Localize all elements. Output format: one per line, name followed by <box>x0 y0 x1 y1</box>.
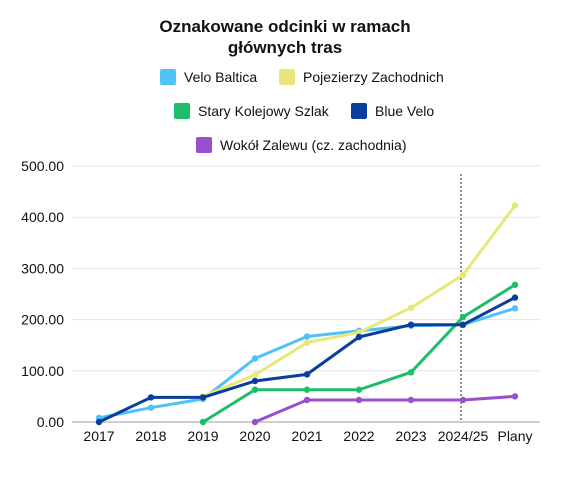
data-point <box>303 333 311 340</box>
series-line <box>201 203 517 398</box>
legend-label: Stary Kolejowy Szlak <box>198 103 330 119</box>
x-tick-label: 2024/25 <box>438 428 489 444</box>
y-axis: 0.00 100.00 200.00 300.00 400.00 500.00 <box>21 158 64 430</box>
data-point <box>459 271 467 279</box>
legend-item-velo-baltica: Velo Baltica <box>160 69 257 85</box>
data-point <box>511 294 519 301</box>
data-point <box>407 304 415 312</box>
data-point <box>511 305 519 312</box>
legend: Velo Baltica Pojezierzy Zachodnich Stary… <box>160 69 444 153</box>
series-blue-velo <box>95 294 519 426</box>
y-tick-label: 300.00 <box>21 260 64 276</box>
x-tick-label: Plany <box>497 428 532 444</box>
x-tick-label: 2023 <box>395 428 426 444</box>
chart-title-line-1: Oznakowane odcinki w ramach <box>159 17 410 36</box>
series-stary-kolejowy-szlak <box>199 281 519 426</box>
y-tick-label: 400.00 <box>21 209 64 225</box>
legend-item-blue-velo: Blue Velo <box>351 103 434 119</box>
data-point <box>511 393 519 400</box>
series-velo-baltica <box>95 305 519 422</box>
data-point <box>303 386 311 393</box>
legend-swatch <box>174 103 190 119</box>
data-point <box>147 394 155 401</box>
legend-swatch <box>279 69 295 85</box>
data-point <box>303 371 311 378</box>
series-line <box>253 394 517 424</box>
data-point <box>251 371 259 379</box>
x-tick-label: 2020 <box>239 428 270 444</box>
data-point <box>511 202 519 209</box>
data-point <box>303 339 311 346</box>
x-axis: 2017 2018 2019 2020 2021 2022 2023 2024/25 Plany <box>83 428 532 444</box>
legend-swatch <box>160 69 176 85</box>
data-point <box>407 321 415 328</box>
legend-label: Pojezierzy Zachodnich <box>303 69 444 85</box>
legend-item-wokol-zalewu: Wokół Zalewu (cz. zachodnia) <box>196 137 406 153</box>
series-woko-zalewu-cz-zachodnia <box>251 393 519 426</box>
data-point <box>95 418 103 426</box>
gridlines <box>72 165 540 423</box>
data-point <box>251 386 259 393</box>
data-point <box>459 321 467 328</box>
data-point <box>199 394 207 401</box>
x-tick-label: 2019 <box>187 428 218 444</box>
data-point <box>303 396 311 404</box>
data-point <box>355 329 363 336</box>
series-pojezierzy-zachodnich <box>199 202 519 400</box>
legend-swatch <box>351 103 367 119</box>
legend-swatch <box>196 137 212 153</box>
data-point <box>511 281 519 288</box>
data-point <box>407 369 415 376</box>
x-tick-label: 2022 <box>343 428 374 444</box>
y-tick-label: 500.00 <box>21 158 64 174</box>
y-tick-label: 100.00 <box>21 363 64 379</box>
data-point <box>459 396 467 404</box>
data-point <box>407 396 415 404</box>
data-point <box>251 418 259 426</box>
data-point <box>355 333 363 341</box>
data-point <box>355 386 363 393</box>
legend-label: Blue Velo <box>375 103 434 119</box>
data-point <box>251 355 259 362</box>
legend-item-pojezierzy-zachodnich: Pojezierzy Zachodnich <box>279 69 444 85</box>
data-point <box>459 313 467 321</box>
legend-item-stary-kolejowy-szlak: Stary Kolejowy Szlak <box>174 103 330 119</box>
chart-title-line-2: głównych tras <box>228 38 342 57</box>
x-tick-label: 2021 <box>291 428 322 444</box>
data-point <box>251 377 259 385</box>
series-line <box>97 296 517 424</box>
x-tick-label: 2017 <box>83 428 114 444</box>
chart-title: Oznakowane odcinki w ramach głównych tra… <box>159 17 410 57</box>
y-tick-label: 200.00 <box>21 312 64 328</box>
legend-label: Wokół Zalewu (cz. zachodnia) <box>220 137 406 153</box>
series-layer <box>95 202 519 426</box>
legend-label: Velo Baltica <box>184 69 257 85</box>
x-tick-label: 2018 <box>135 428 166 444</box>
data-point <box>147 404 155 411</box>
data-point <box>355 396 363 404</box>
y-tick-label: 0.00 <box>37 414 64 430</box>
data-point <box>199 418 207 426</box>
